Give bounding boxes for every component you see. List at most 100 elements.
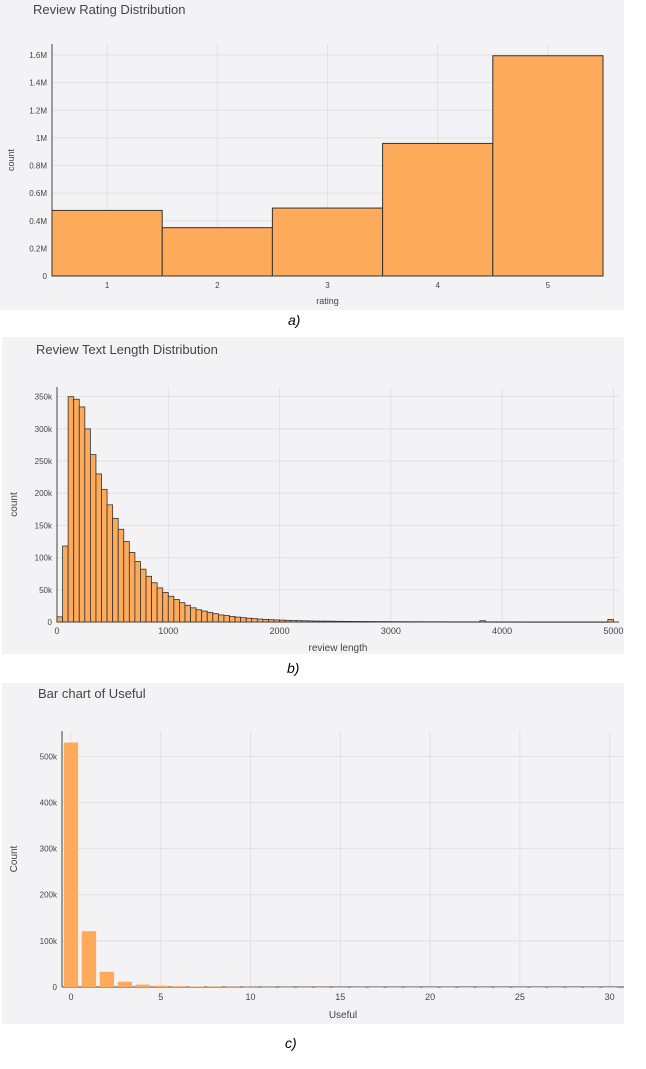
histogram-bar <box>240 617 247 623</box>
x-tick-label: 0 <box>68 992 73 1002</box>
histogram-bar <box>312 620 319 623</box>
bar-rating-2 <box>161 227 273 277</box>
y-tick-label: 0.8M <box>29 162 47 171</box>
histogram-bar <box>190 607 197 623</box>
histogram-bar <box>479 620 486 623</box>
histogram-bar <box>295 620 303 623</box>
histogram-bar <box>112 517 119 623</box>
histogram-bar <box>607 619 614 623</box>
x-tick-label: 30 <box>605 992 615 1002</box>
histogram-bar <box>156 587 164 623</box>
y-tick-label: 1M <box>36 134 47 143</box>
x-tick-label: 1000 <box>158 626 178 636</box>
histogram-bar <box>167 595 175 623</box>
useful-chart-panel: Bar chart of Useful 0 5 10 15 20 25 30 0 100k 200… <box>2 683 624 1024</box>
bar-useful-1 <box>81 931 97 987</box>
histogram-bar <box>217 614 225 623</box>
y-tick-label: 100k <box>35 554 53 563</box>
useful-chart: 0 5 10 15 20 25 30 0 100k 200k 300k 400k 500k Useful C… <box>9 731 624 1021</box>
bar-rating-4 <box>382 142 494 277</box>
histogram-bar <box>162 591 169 623</box>
histogram-bar <box>323 620 331 623</box>
histogram-bar <box>89 454 97 623</box>
histogram-bar <box>273 619 280 623</box>
x-tick-label: 2000 <box>270 626 290 636</box>
caption-b: b) <box>287 660 300 676</box>
x-tick-label: 2 <box>215 281 220 290</box>
y-tick-label: 300k <box>35 425 53 434</box>
y-axis-label: count <box>6 148 16 171</box>
histogram-bar <box>128 552 136 623</box>
chart-title: Review Text Length Distribution <box>36 342 218 357</box>
y-tick-label: 200k <box>40 891 58 900</box>
histogram-bar <box>140 568 147 623</box>
bar-useful-5 <box>153 985 168 987</box>
caption-c: c) <box>285 1035 297 1051</box>
y-tick-label: 0 <box>43 272 48 281</box>
y-tick-label: 500k <box>40 752 58 761</box>
x-tick-label: 15 <box>335 992 345 1002</box>
y-tick-label: 0 <box>48 618 53 627</box>
histogram-bar <box>329 620 336 623</box>
x-tick-label: 3000 <box>381 626 401 636</box>
histogram-bar <box>67 396 75 623</box>
y-tick-label: 250k <box>35 457 53 466</box>
x-tick-label: 0 <box>54 626 59 636</box>
y-tick-label: 150k <box>35 521 53 530</box>
y-axis-label: count <box>9 492 20 517</box>
bar-useful-0 <box>63 742 79 987</box>
length-chart: 0 1000 2000 3000 4000 5000 0 50k 100k 150k 200k 250… <box>9 387 623 654</box>
y-tick-label: 1.2M <box>29 106 47 115</box>
histogram-bar <box>340 620 347 623</box>
histogram-bar <box>306 620 314 623</box>
histogram-bar <box>78 406 86 623</box>
histogram-bar <box>195 609 203 623</box>
y-tick-label: 0.2M <box>29 244 47 253</box>
histogram-bar <box>279 619 286 623</box>
histogram-bar <box>256 618 264 623</box>
histogram-bar <box>73 398 80 623</box>
histogram-bar <box>229 616 236 623</box>
y-tick-label: 0.6M <box>29 189 47 198</box>
length-chart-panel: Review Text Length Distribution 0 1000 200… <box>2 337 624 654</box>
x-tick-label: 5000 <box>603 626 623 636</box>
x-axis-label: rating <box>316 296 339 306</box>
y-tick-label: 200k <box>35 489 53 498</box>
bar-rating-5 <box>492 55 604 277</box>
y-tick-label: 0.4M <box>29 217 47 226</box>
x-tick-label: 3 <box>325 281 330 290</box>
x-tick-label: 10 <box>246 992 256 1002</box>
y-axis-label: Count <box>9 845 20 872</box>
y-tick-label: 0 <box>53 983 58 992</box>
x-tick-label: 5 <box>158 992 163 1002</box>
histogram-bar <box>318 620 325 623</box>
histogram-bar <box>251 618 258 623</box>
y-tick-label: 1.4M <box>29 79 47 88</box>
x-tick-label: 25 <box>515 992 525 1002</box>
rating-chart-panel: Review Rating Distribution 0 0.2M 0.4M 0.6M… <box>0 0 624 310</box>
x-tick-label: 5 <box>546 281 551 290</box>
histogram-bar <box>101 488 108 623</box>
histogram-bar <box>212 613 219 623</box>
y-tick-label: 400k <box>40 798 58 807</box>
histogram-bar <box>179 602 186 623</box>
histogram-bar <box>106 504 114 623</box>
bar-useful-7 <box>189 986 204 987</box>
x-axis-label: review length <box>309 643 368 654</box>
histogram-bar <box>234 616 242 623</box>
histogram-bar <box>357 621 364 623</box>
x-axis-label: Useful <box>329 1010 357 1021</box>
bar-useful-3 <box>117 981 133 987</box>
x-tick-label: 1 <box>105 281 110 290</box>
y-tick-label: 1.6M <box>29 51 47 60</box>
rating-chart: 0 0.2M 0.4M 0.6M 0.8M 1M 1.2M 1.4M 1.6M rating cou… <box>6 44 604 306</box>
histogram-bar <box>84 428 91 623</box>
histogram-bar <box>173 599 180 623</box>
bar-rating-3 <box>271 207 384 277</box>
x-tick-label: 4 <box>435 281 440 290</box>
histogram-bar <box>145 575 152 623</box>
y-tick-label: 50k <box>39 586 53 595</box>
histogram-bar <box>201 610 208 623</box>
bar-useful-2 <box>99 971 115 987</box>
histogram-bar <box>62 545 69 623</box>
